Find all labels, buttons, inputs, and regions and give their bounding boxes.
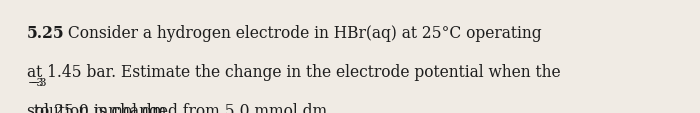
Text: −3: −3 (28, 77, 45, 87)
Text: .: . (32, 102, 37, 113)
Text: −3: −3 (31, 77, 47, 87)
Text: Consider a hydrogen electrode in HBr(aq) at 25°C operating: Consider a hydrogen electrode in HBr(aq)… (63, 25, 542, 42)
Text: solution is changed from 5.0 mmol dm: solution is changed from 5.0 mmol dm (27, 102, 327, 113)
Text: to 25.0 mmol dm: to 25.0 mmol dm (29, 102, 167, 113)
Text: at 1.45 bar. Estimate the change in the electrode potential when the: at 1.45 bar. Estimate the change in the … (27, 63, 560, 80)
Text: 5.25: 5.25 (27, 25, 64, 42)
